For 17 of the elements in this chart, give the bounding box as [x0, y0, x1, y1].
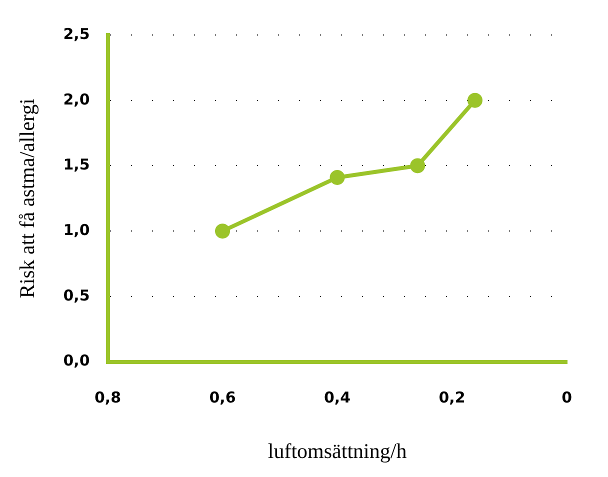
x-tick-label: 0,2 — [438, 388, 466, 407]
x-tick-label: 0,4 — [324, 388, 351, 407]
point — [467, 92, 482, 108]
x-tick-label: 0,8 — [94, 388, 122, 407]
y-tick-label: 2,0 — [63, 90, 90, 108]
y-tick-label: 2,5 — [63, 24, 90, 43]
y-tick-label: 0,0 — [63, 352, 90, 370]
y-tick-label: 1,5 — [63, 156, 90, 174]
x-axis-title: luftomsättning/h — [268, 438, 408, 463]
y-tick-label: 0,5 — [63, 286, 90, 304]
y-tick-label: 1,0 — [63, 220, 90, 239]
x-tick-label: 0 — [562, 388, 572, 407]
point — [330, 170, 345, 185]
point — [410, 158, 426, 174]
y-axis-title: Risk att få astma/allergi — [15, 98, 40, 298]
point — [215, 224, 230, 239]
x-tick-label: 0,6 — [209, 388, 236, 407]
